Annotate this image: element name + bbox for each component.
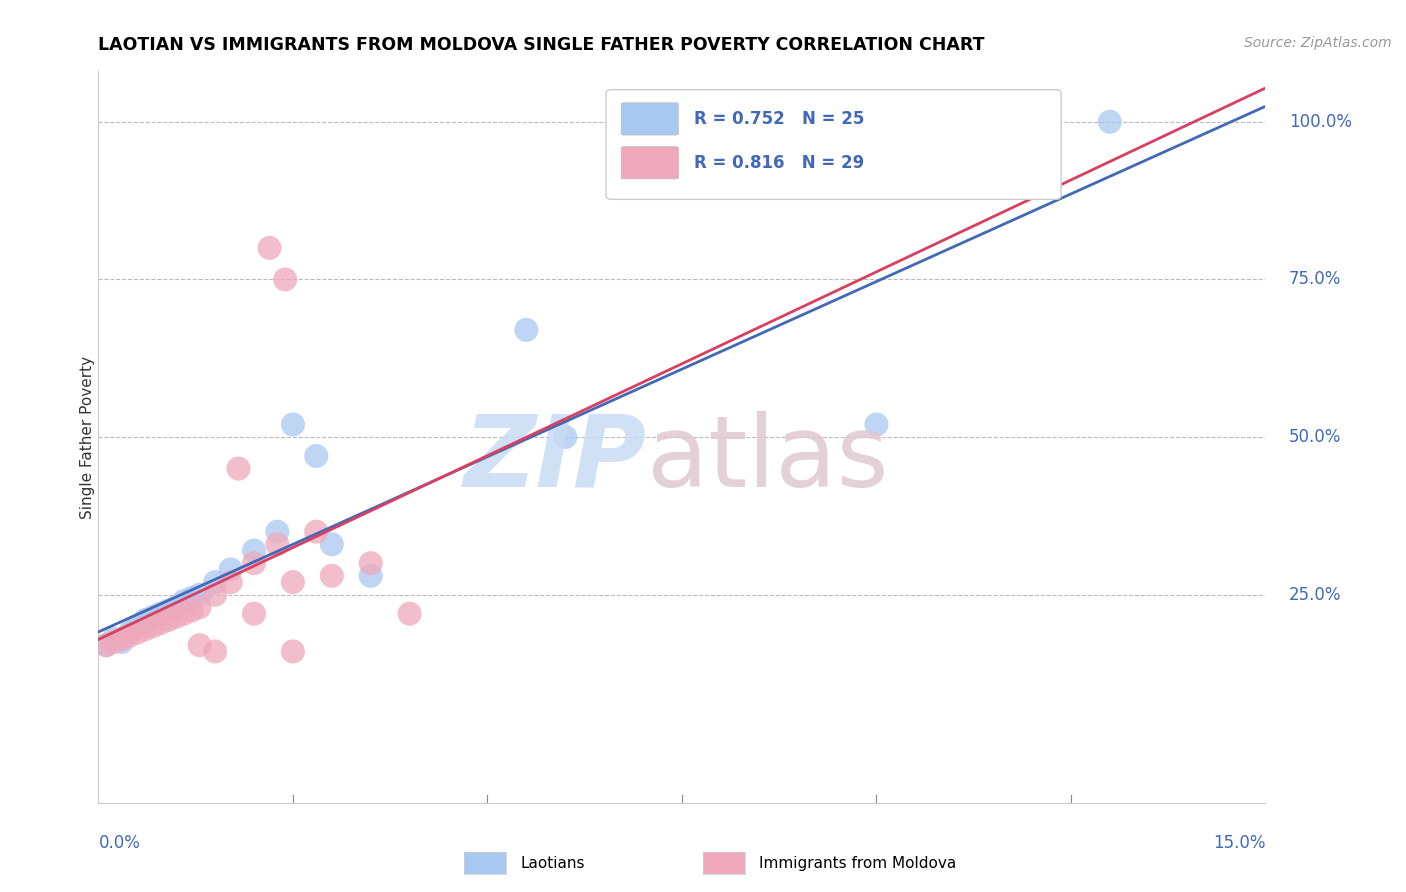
Point [142,619,165,633]
Text: 25.0%: 25.0% [1289,586,1341,604]
Point [398,607,420,621]
Point [204,588,226,602]
Point [865,417,887,432]
Point [111,632,134,646]
Point [305,524,328,539]
Point [127,625,149,640]
FancyBboxPatch shape [606,90,1062,200]
Point [96,638,118,652]
Point [165,609,187,624]
Point [96,638,118,652]
Point [360,556,382,570]
Point [111,635,134,649]
Point [219,562,242,576]
Text: Source: ZipAtlas.com: Source: ZipAtlas.com [1244,36,1392,50]
Point [118,625,141,640]
Point [103,632,125,646]
Point [149,607,172,621]
FancyBboxPatch shape [621,146,679,179]
Point [142,609,165,624]
Text: Laotians: Laotians [520,856,585,871]
Point [274,272,297,286]
Point [149,616,172,631]
Point [266,537,288,551]
Point [188,600,211,615]
Point [204,575,226,590]
Point [554,430,576,444]
Point [1098,115,1121,129]
Point [243,556,266,570]
Point [127,619,149,633]
Text: 15.0%: 15.0% [1213,834,1265,853]
Point [165,600,187,615]
Point [134,613,156,627]
Point [157,603,180,617]
Text: 50.0%: 50.0% [1289,428,1341,446]
Text: atlas: atlas [647,410,889,508]
Point [228,461,250,475]
Point [103,635,125,649]
Point [188,588,211,602]
Point [173,594,195,608]
Text: R = 0.816   N = 29: R = 0.816 N = 29 [693,153,863,172]
Point [321,569,343,583]
Point [204,644,226,658]
Y-axis label: Single Father Poverty: Single Father Poverty [80,356,94,518]
Point [157,613,180,627]
Text: R = 0.752   N = 25: R = 0.752 N = 25 [693,110,863,128]
Point [321,537,343,551]
Point [173,607,195,621]
Point [243,607,266,621]
Point [180,591,202,605]
Point [281,417,304,432]
Point [188,638,211,652]
Point [134,623,156,637]
Point [305,449,328,463]
Text: Immigrants from Moldova: Immigrants from Moldova [759,856,956,871]
Text: ZIP: ZIP [464,410,647,508]
Text: LAOTIAN VS IMMIGRANTS FROM MOLDOVA SINGLE FATHER POVERTY CORRELATION CHART: LAOTIAN VS IMMIGRANTS FROM MOLDOVA SINGL… [98,36,986,54]
Point [118,629,141,643]
Point [360,569,382,583]
FancyBboxPatch shape [621,103,679,135]
Point [243,543,266,558]
Point [281,575,304,590]
Point [219,575,242,590]
Point [266,524,288,539]
Text: 0.0%: 0.0% [98,834,141,853]
Point [180,603,202,617]
Point [259,241,281,255]
Point [515,323,537,337]
Text: 100.0%: 100.0% [1289,112,1351,131]
Text: 75.0%: 75.0% [1289,270,1341,288]
Point [281,644,304,658]
